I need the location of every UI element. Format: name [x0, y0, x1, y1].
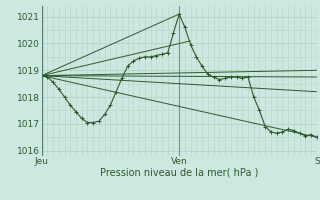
X-axis label: Pression niveau de la mer( hPa ): Pression niveau de la mer( hPa ): [100, 168, 258, 178]
